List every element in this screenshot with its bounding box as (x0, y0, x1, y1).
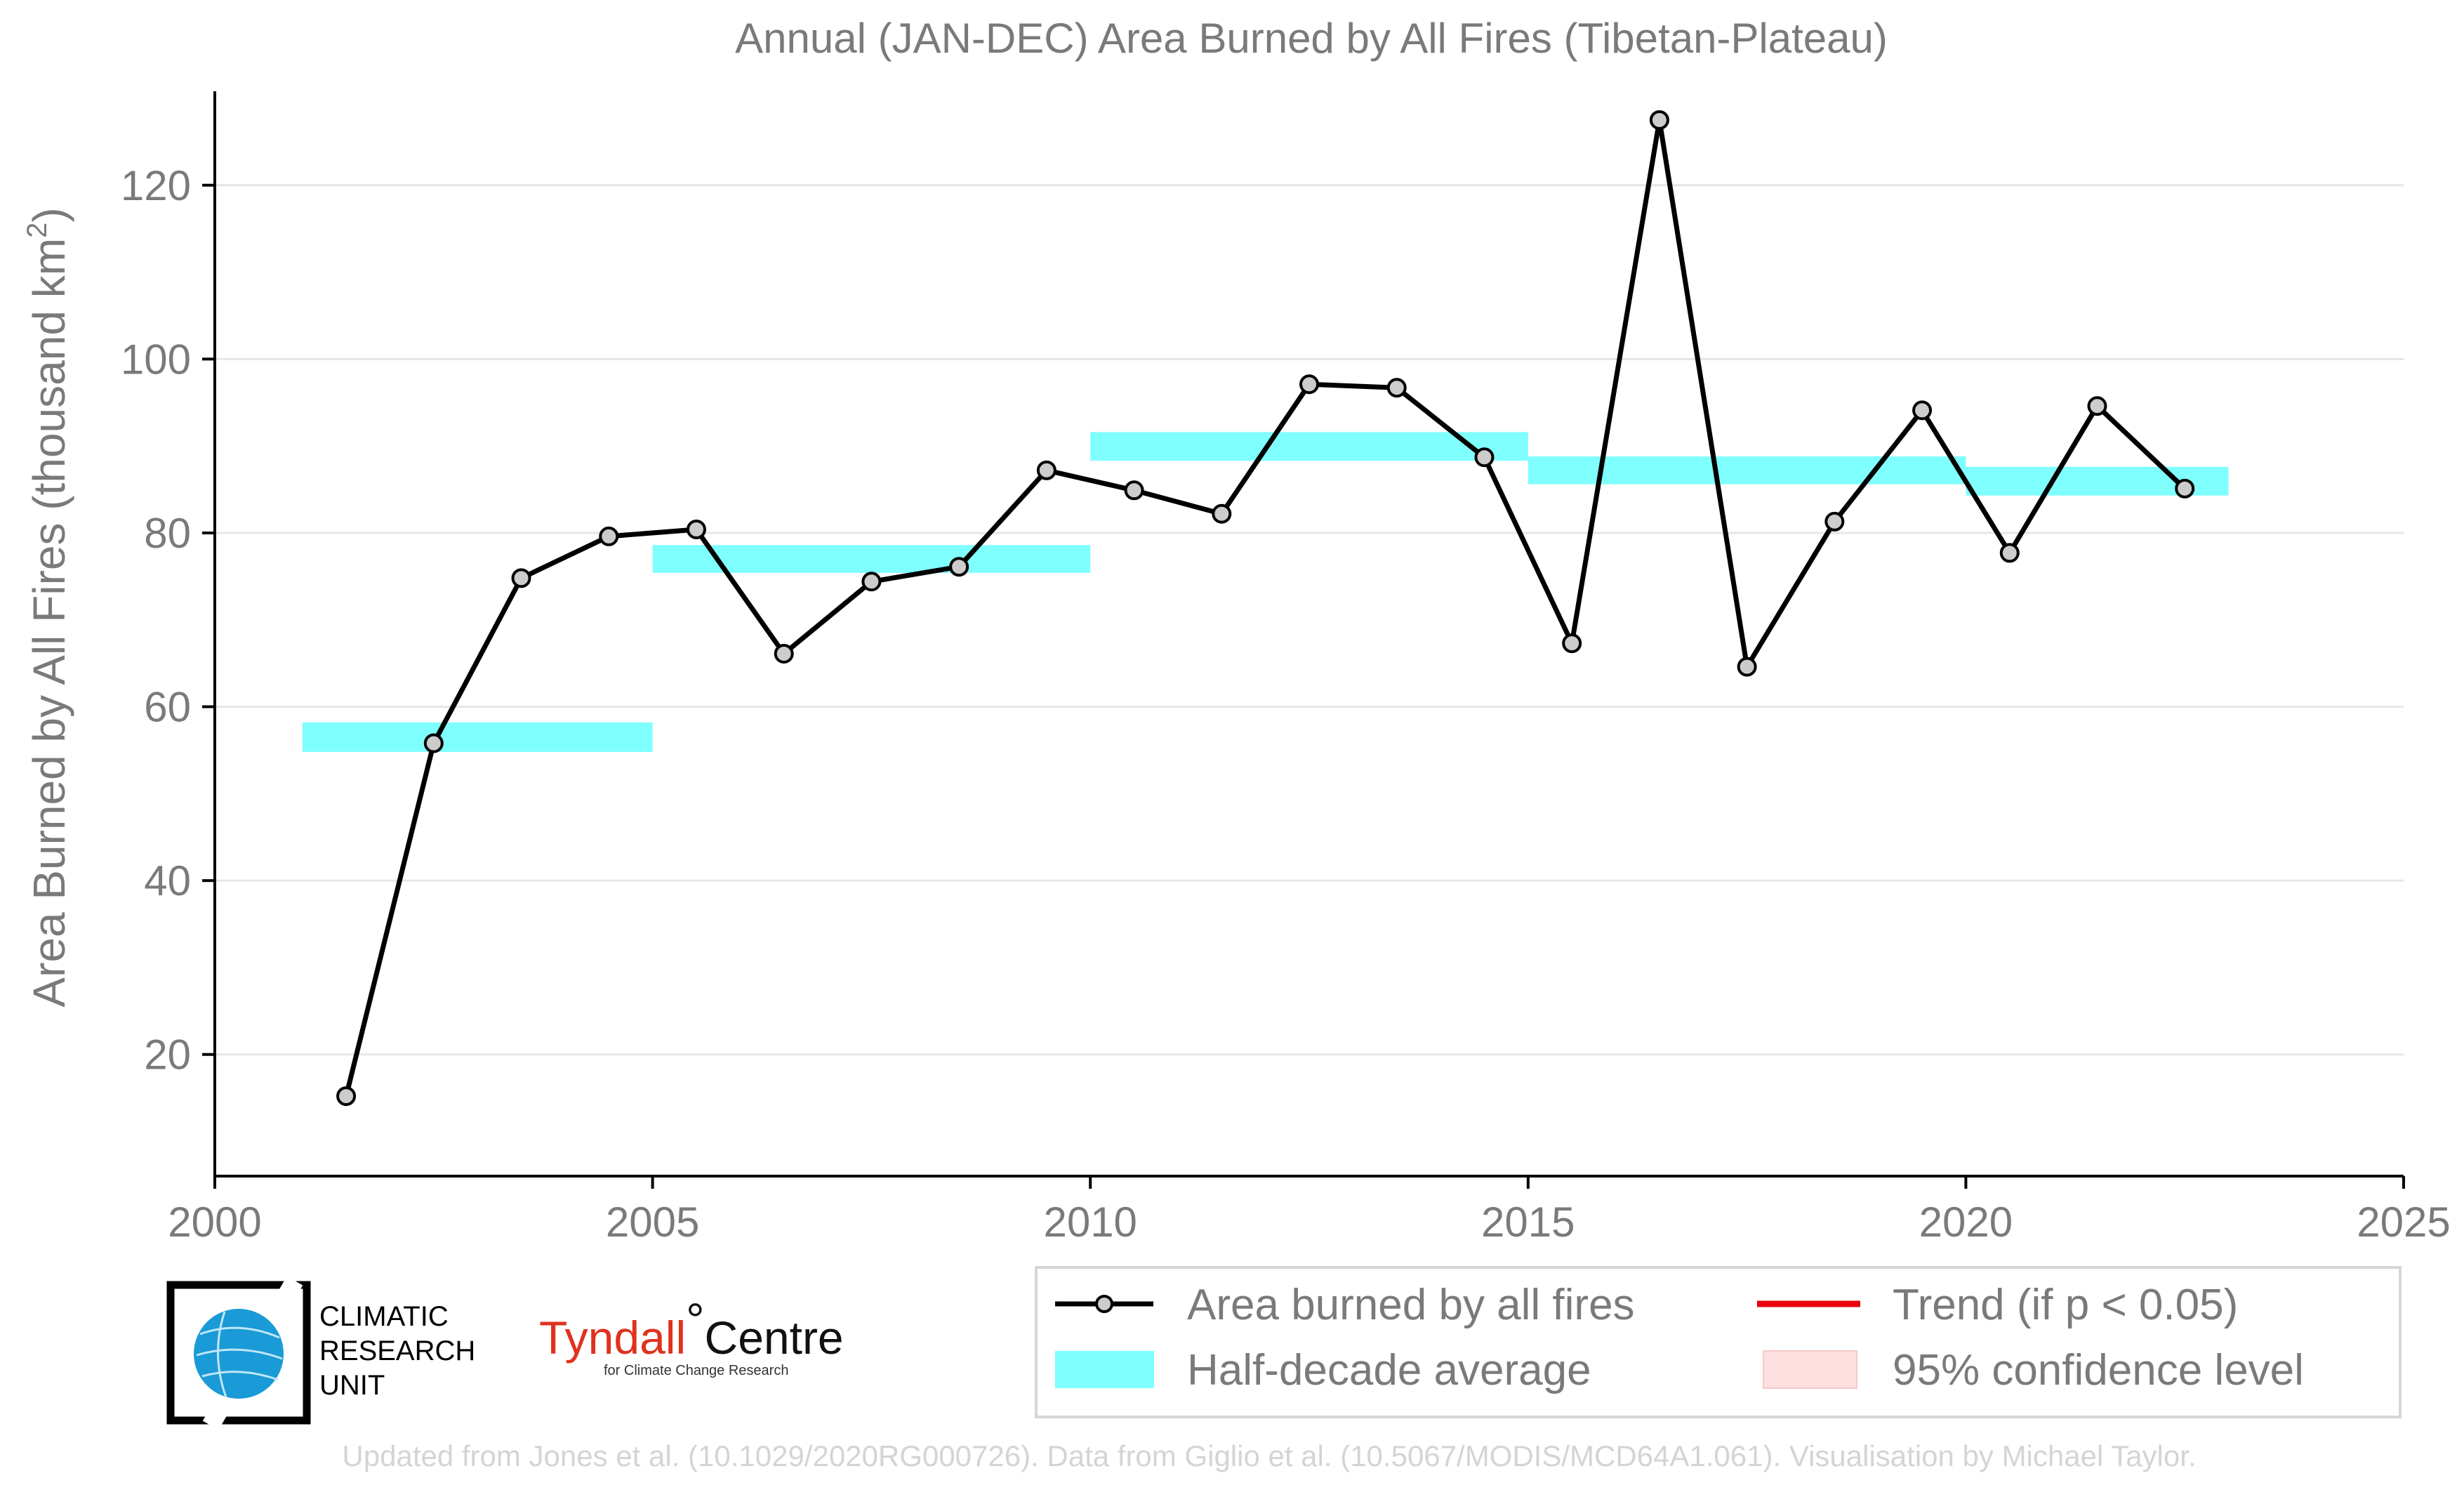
x-tick-label: 2020 (1919, 1199, 2013, 1246)
data-point (1212, 503, 1232, 524)
data-point (686, 520, 706, 539)
tyndall-logo: Tyndall°Centre for Climate Change Resear… (539, 1293, 844, 1378)
axes: 20 40 60 80 100 120 2000 2005 2010 2015 2020 2025 (121, 91, 2451, 1246)
legend-marker-area-burned (1095, 1295, 1113, 1313)
data-point (1737, 657, 1757, 677)
x-tick-label: 2025 (2357, 1199, 2450, 1246)
cru-logo: CLIMATIC RESEARCH UNIT (166, 1276, 475, 1430)
data-point (861, 572, 882, 592)
data-point (2175, 478, 2195, 499)
data-point (1562, 633, 1582, 654)
tyndall-logo-main: Tyndall (539, 1312, 686, 1364)
data-point (511, 568, 531, 588)
data-point (1912, 400, 1933, 421)
legend-frame (1035, 1266, 2402, 1418)
data-point (1824, 511, 1845, 532)
y-tick-label: 80 (144, 510, 191, 557)
x-tick-label: 2000 (168, 1199, 261, 1246)
y-tick-label: 60 (144, 684, 191, 731)
half-decade-band (1528, 456, 1966, 484)
data-point (949, 557, 969, 577)
series (336, 110, 2195, 1107)
data-point (2087, 396, 2107, 416)
x-tick-label: 2015 (1481, 1199, 1575, 1246)
data-point (599, 526, 619, 546)
y-axis-label-main: Area Burned by All Fires (thousand km (24, 238, 74, 1008)
tyndall-logo-name: Tyndall°Centre (539, 1293, 844, 1364)
footer-credit: Updated from Jones et al. (10.1029/2020R… (342, 1439, 2196, 1472)
legend-label-confidence: 95% confidence level (1893, 1346, 2304, 1394)
tyndall-logo-sub: for Climate Change Research (604, 1363, 788, 1378)
y-tick-label: 20 (144, 1031, 191, 1079)
chart-title: Annual (JAN-DEC) Area Burned by All Fire… (735, 15, 1888, 62)
data-point (1649, 110, 1669, 130)
y-axis-label-sup: 2 (22, 223, 53, 238)
series-line (343, 117, 2187, 1097)
data-point (1299, 374, 1319, 395)
data-point (1474, 447, 1495, 468)
data-point (423, 733, 444, 753)
cru-logo-frame (166, 1281, 311, 1425)
half-decade-bands (302, 432, 2229, 752)
cru-logo-line-2: RESEARCH (319, 1336, 475, 1366)
cru-logo-line-3: UNIT (319, 1370, 385, 1401)
legend-label-area-burned: Area burned by all fires (1187, 1281, 1635, 1329)
legend: Area burned by all fires Trend (if p < 0… (1035, 1266, 2402, 1418)
y-tick-label: 120 (121, 162, 191, 209)
legend-swatch-half-decade (1055, 1351, 1154, 1388)
data-point (1036, 460, 1057, 480)
data-point (1386, 378, 1407, 398)
y-axis-label: Area Burned by All Fires (thousand km2) (22, 207, 74, 1007)
half-decade-band (1090, 432, 1528, 461)
legend-label-half-decade: Half-decade average (1187, 1346, 1591, 1394)
y-tick-label: 40 (144, 857, 191, 904)
data-point (774, 644, 794, 664)
legend-swatch-confidence (1763, 1350, 1857, 1389)
data-point (336, 1086, 357, 1107)
tyndall-logo-degree: ° (686, 1293, 704, 1345)
half-decade-band (302, 722, 653, 752)
legend-label-trend: Trend (if p < 0.05) (1893, 1281, 2238, 1329)
y-axis-label-end: ) (24, 207, 74, 222)
cru-globe-lines (196, 1311, 283, 1398)
data-point (1999, 543, 2020, 563)
cru-logo-line-1: CLIMATIC (319, 1301, 449, 1332)
x-tick-label: 2010 (1043, 1199, 1137, 1246)
tyndall-logo-centre: Centre (705, 1312, 844, 1364)
y-tick-label: 100 (121, 336, 191, 383)
x-tick-label: 2005 (606, 1199, 699, 1246)
grid-lines (215, 184, 2404, 1056)
data-point (1124, 480, 1144, 501)
